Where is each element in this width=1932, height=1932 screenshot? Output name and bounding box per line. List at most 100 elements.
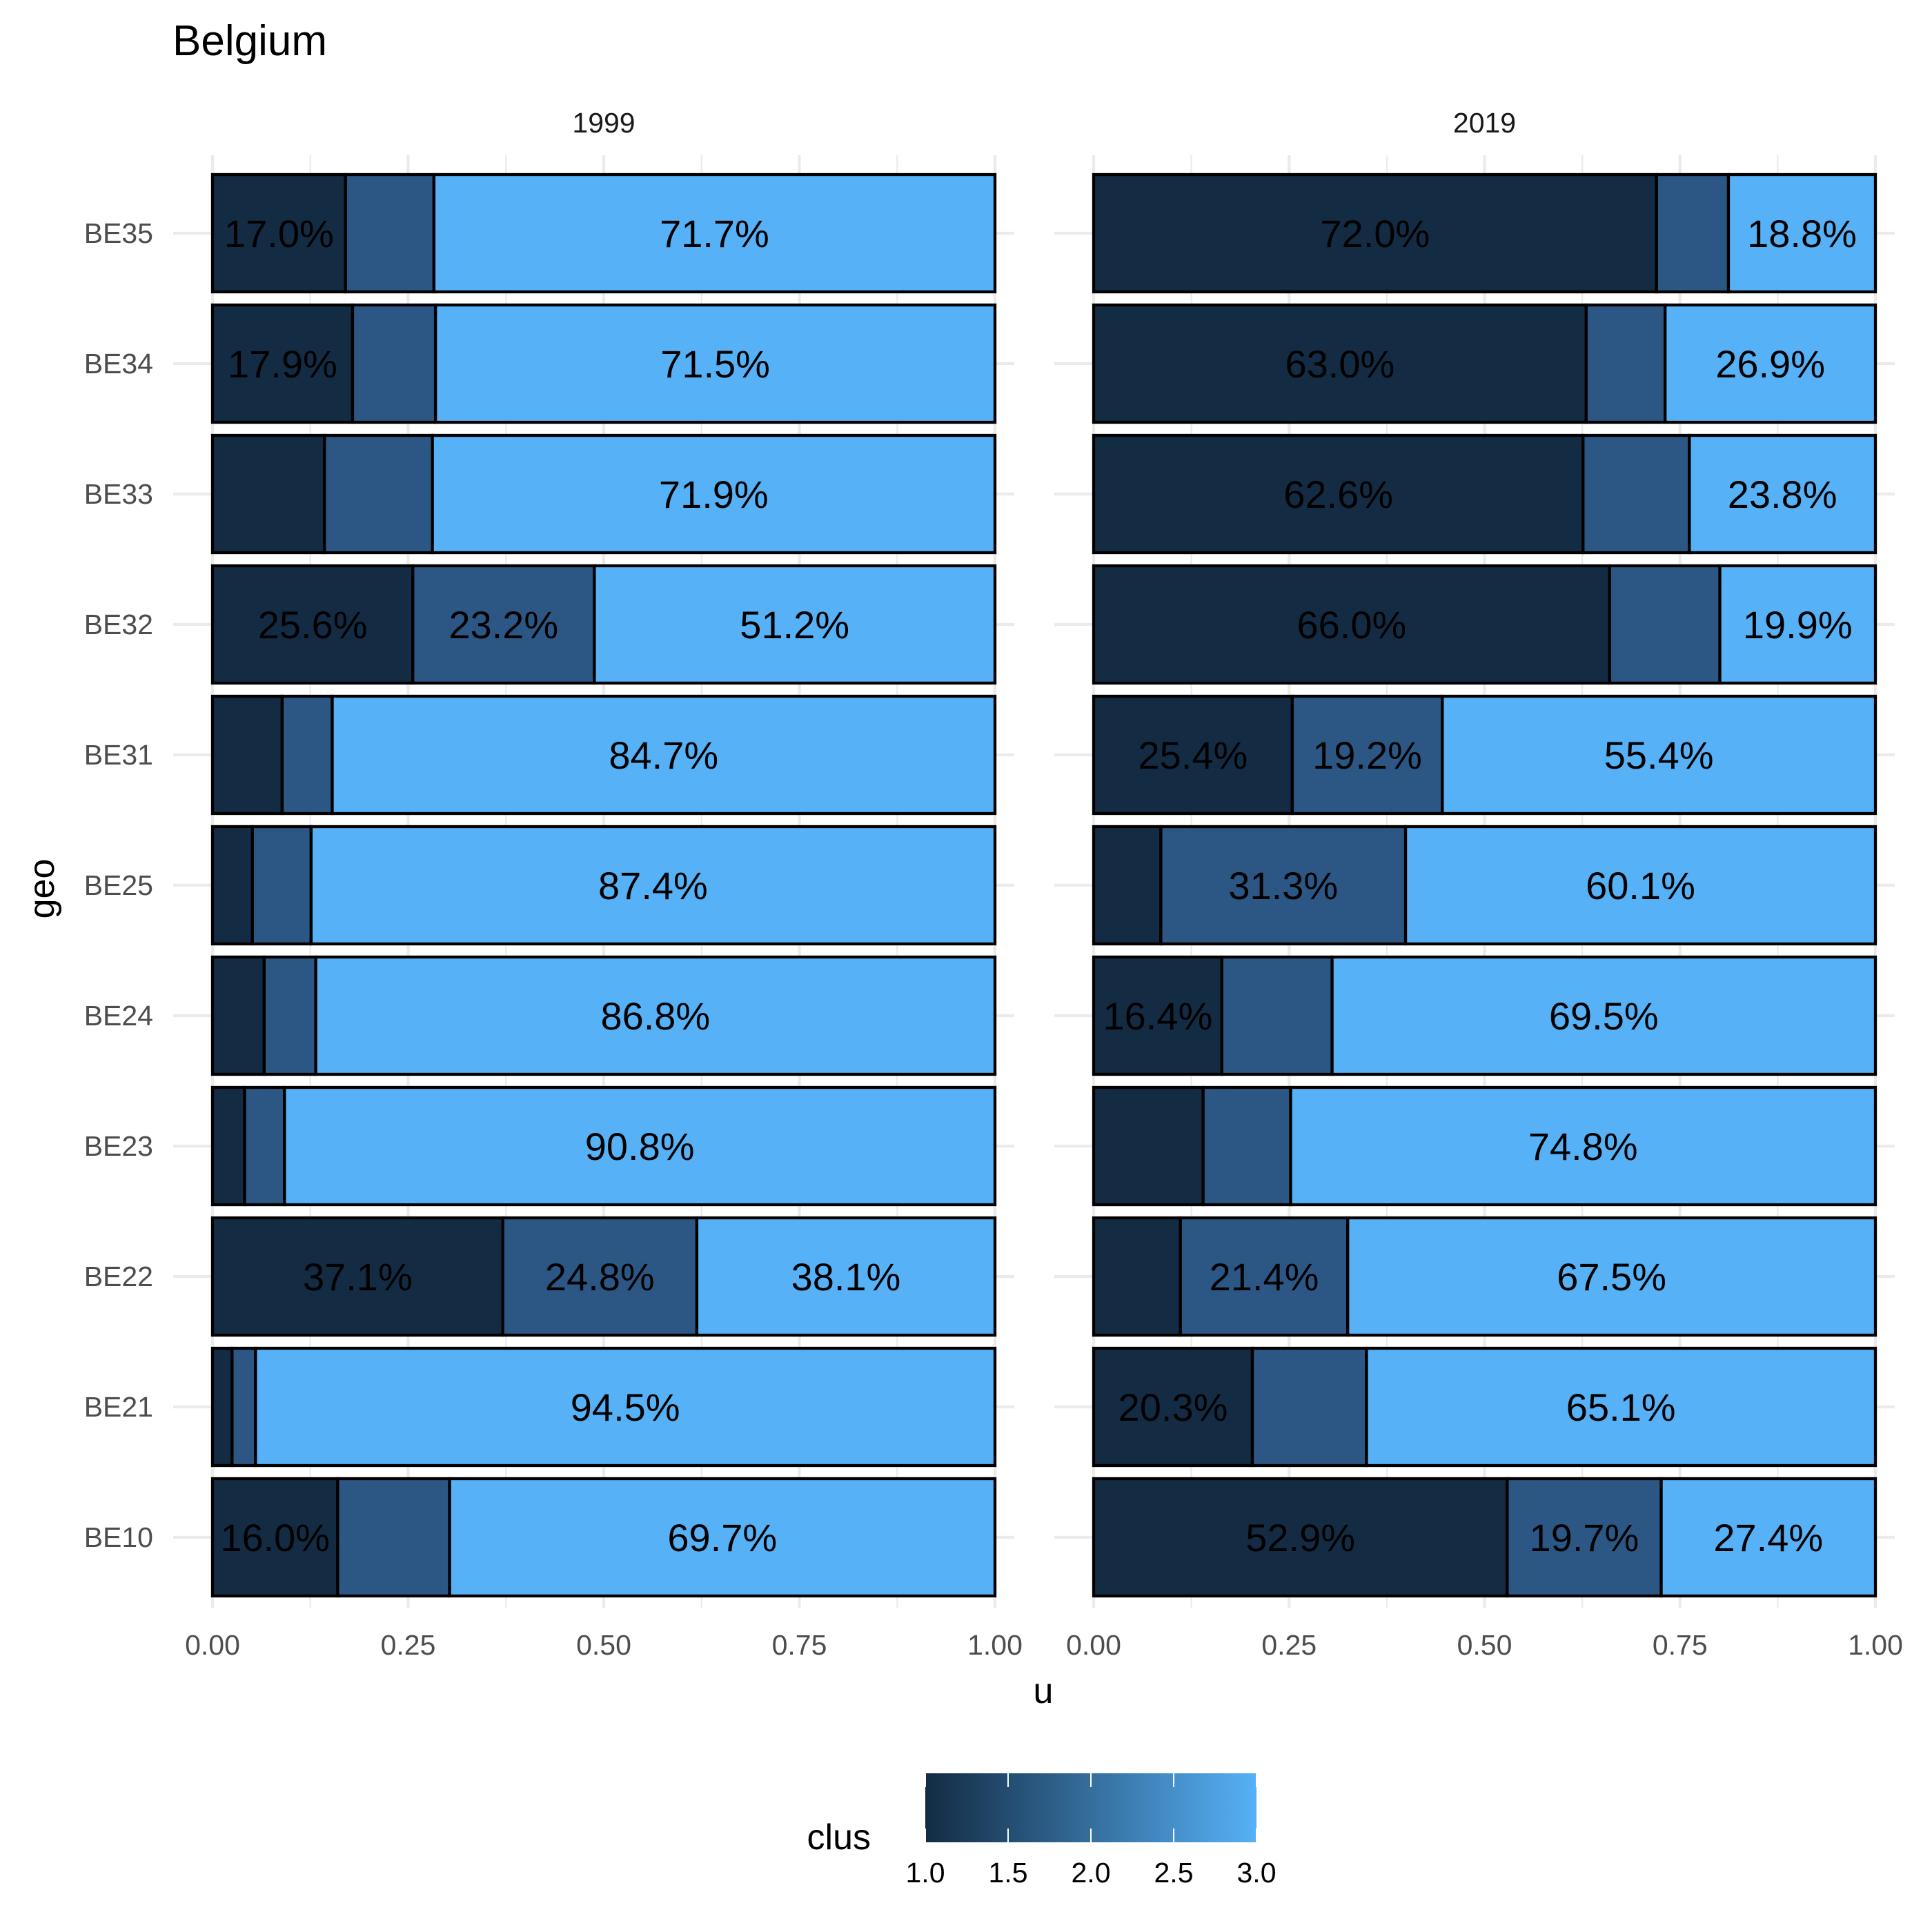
bar-segment: [593, 564, 997, 685]
facet-label: 1999: [572, 107, 635, 139]
bar-segment: [210, 825, 254, 946]
bar-segment: [210, 433, 326, 555]
bar-segment: [434, 303, 997, 424]
bar-segment: [210, 1216, 504, 1337]
y-tick-label: BE10: [84, 1521, 153, 1553]
bar-segment: [1092, 172, 1658, 294]
bar-label: 20.3%: [1118, 1386, 1228, 1429]
bar-label: 60.1%: [1586, 864, 1695, 907]
y-axis-title: geo: [22, 859, 62, 919]
bar-segment: [1220, 955, 1334, 1076]
bar-segment: [1664, 303, 1877, 424]
bar-segment: [1092, 1477, 1509, 1598]
bar-label: 23.2%: [448, 603, 558, 647]
bar-label: 62.6%: [1283, 473, 1393, 516]
x-tick-label: 1.00: [967, 1629, 1023, 1661]
bar-segment: [1584, 303, 1667, 424]
bar-segment: [1581, 433, 1691, 555]
legend-tick-label: 1.5: [989, 1857, 1028, 1889]
x-tick-label: 0.50: [1457, 1629, 1512, 1661]
bar-segment: [210, 1477, 339, 1598]
bar-segment: [1718, 564, 1877, 685]
bar-segment: [230, 1346, 257, 1468]
bar-label: 25.6%: [258, 603, 368, 647]
bar-segment: [331, 694, 997, 816]
bar-segment: [1346, 1216, 1877, 1337]
panel-1999: 1999 17.0% 71.7% 17.9% 71.5% 71.9% 25.6% 23.2% 5…: [173, 107, 1023, 1661]
bar-segment: [210, 1346, 234, 1468]
bar-label: 21.4%: [1210, 1255, 1319, 1299]
y-tick-label: BE25: [84, 869, 153, 901]
x-axis-title: u: [1034, 1671, 1054, 1711]
legend-tick-label: 3.0: [1237, 1857, 1276, 1889]
bar-segment: [262, 955, 317, 1076]
bar-label: 24.8%: [545, 1255, 655, 1299]
legend-ticks: 1.0 1.5 2.0 2.5 3.0: [906, 1773, 1276, 1889]
bar-label: 71.9%: [659, 473, 769, 516]
bar-segment: [1092, 694, 1294, 816]
bar-segment: [309, 825, 997, 946]
bar-label: 94.5%: [571, 1386, 680, 1429]
bar-segment: [1330, 955, 1877, 1076]
bar-segment: [1092, 433, 1585, 555]
bar-label: 52.9%: [1245, 1516, 1355, 1559]
bar-label: 18.8%: [1747, 212, 1857, 255]
bar-label: 84.7%: [609, 733, 718, 777]
x-tick-label: 0.25: [381, 1629, 436, 1661]
bar-label: 19.2%: [1312, 733, 1422, 777]
bar-segment: [432, 172, 997, 294]
bar-segment: [1659, 1477, 1877, 1598]
bar-segment: [1441, 694, 1877, 816]
bar-segment: [1608, 564, 1722, 685]
bar-label: 67.5%: [1557, 1255, 1666, 1299]
bar-label: 63.0%: [1285, 342, 1394, 386]
bar-segment: [1403, 825, 1877, 946]
bar-label: 69.5%: [1549, 994, 1659, 1038]
bar-segment: [695, 1216, 997, 1337]
bar-segment: [314, 955, 997, 1076]
bar-segment: [250, 825, 313, 946]
bar-segment: [351, 303, 437, 424]
y-tick-label: BE34: [84, 348, 153, 379]
x-tick-label: 0.50: [576, 1629, 631, 1661]
bar-segment: [1201, 1085, 1292, 1207]
bar-segment: [280, 694, 334, 816]
bar-segment: [336, 1477, 451, 1598]
bar-segment: [1506, 1477, 1663, 1598]
y-tick-label: BE32: [84, 609, 153, 640]
bar-label: 71.7%: [660, 212, 769, 255]
bar-segment: [323, 433, 434, 555]
bar-label: 27.4%: [1713, 1516, 1823, 1559]
bar-label: 31.3%: [1228, 864, 1338, 907]
legend-tick-label: 2.0: [1072, 1857, 1111, 1889]
bar-label: 74.8%: [1528, 1125, 1638, 1168]
bar-segment: [448, 1477, 997, 1598]
bar-segment: [1655, 172, 1731, 294]
bar-label: 17.0%: [224, 212, 334, 255]
bar-segment: [254, 1346, 997, 1468]
panels: 1999 17.0% 71.7% 17.9% 71.5% 71.9% 25.6% 23.2% 5…: [84, 107, 1903, 1661]
bar-segment: [1092, 1085, 1205, 1207]
bar-label: 19.7%: [1530, 1516, 1639, 1559]
bar-label: 71.5%: [660, 342, 770, 386]
bar-label: 37.1%: [303, 1255, 413, 1299]
legend: clus 1.0 1.5 2.0 2.5 3.0: [807, 1773, 1276, 1889]
bar-segment: [344, 172, 436, 294]
bar-segment: [1250, 1346, 1368, 1468]
bar-label: 69.7%: [667, 1516, 777, 1559]
x-tick-label: 0.75: [1653, 1629, 1708, 1661]
bar-segment: [1365, 1346, 1877, 1468]
bar-label: 72.0%: [1320, 212, 1430, 255]
y-tick-label: BE22: [84, 1261, 153, 1292]
legend-tick-label: 1.0: [906, 1857, 945, 1889]
legend-title: clus: [807, 1817, 871, 1857]
bar-segment: [210, 1085, 246, 1207]
bar-segment: [1688, 433, 1877, 555]
x-tick-label: 0.25: [1261, 1629, 1317, 1661]
bar-segment: [1726, 172, 1877, 294]
bar-segment: [1092, 564, 1611, 685]
bar-segment: [210, 172, 347, 294]
bar-segment: [431, 433, 997, 555]
bar-segment: [210, 564, 415, 685]
